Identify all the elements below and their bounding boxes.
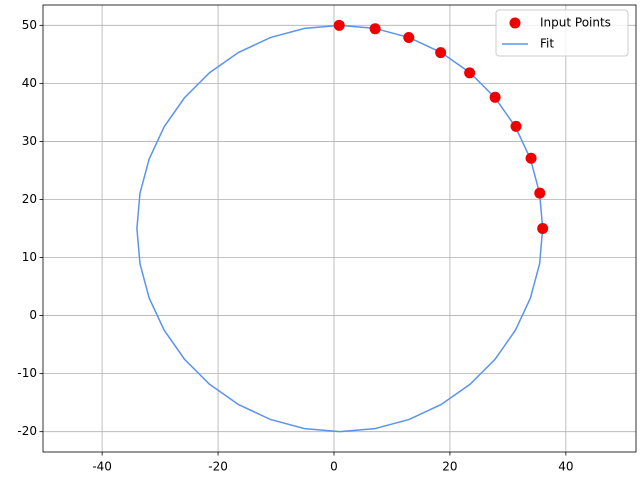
- point: [537, 223, 549, 234]
- y-tick-label: 30: [22, 134, 37, 148]
- legend-box: [495, 9, 629, 57]
- y-tick-label: 10: [22, 250, 37, 264]
- point: [534, 187, 546, 199]
- point: [525, 152, 537, 164]
- x-tick-label: 20: [442, 460, 457, 474]
- x-tick-label: -20: [208, 460, 228, 474]
- legend-marker: [509, 17, 521, 29]
- x-tick-label: 0: [330, 460, 338, 474]
- x-tick-label: -40: [92, 460, 112, 474]
- fit-line: [136, 24, 544, 433]
- legend-label: Fit: [540, 37, 554, 51]
- y-tick-label: 0: [29, 308, 37, 322]
- y-tick-label: -20: [17, 424, 37, 438]
- y-tick-label: -10: [17, 366, 37, 380]
- point: [435, 47, 447, 59]
- axes-frame: [42, 4, 637, 453]
- x-tick-label: 40: [558, 460, 573, 474]
- point: [510, 120, 522, 132]
- point: [403, 32, 415, 44]
- legend-label: Input Points: [540, 16, 611, 30]
- point: [333, 19, 345, 31]
- y-tick-label: 40: [22, 76, 37, 90]
- point: [369, 23, 381, 35]
- point: [489, 91, 501, 103]
- y-tick-label: 50: [22, 18, 37, 32]
- y-tick-label: 20: [22, 192, 37, 206]
- point: [464, 67, 476, 79]
